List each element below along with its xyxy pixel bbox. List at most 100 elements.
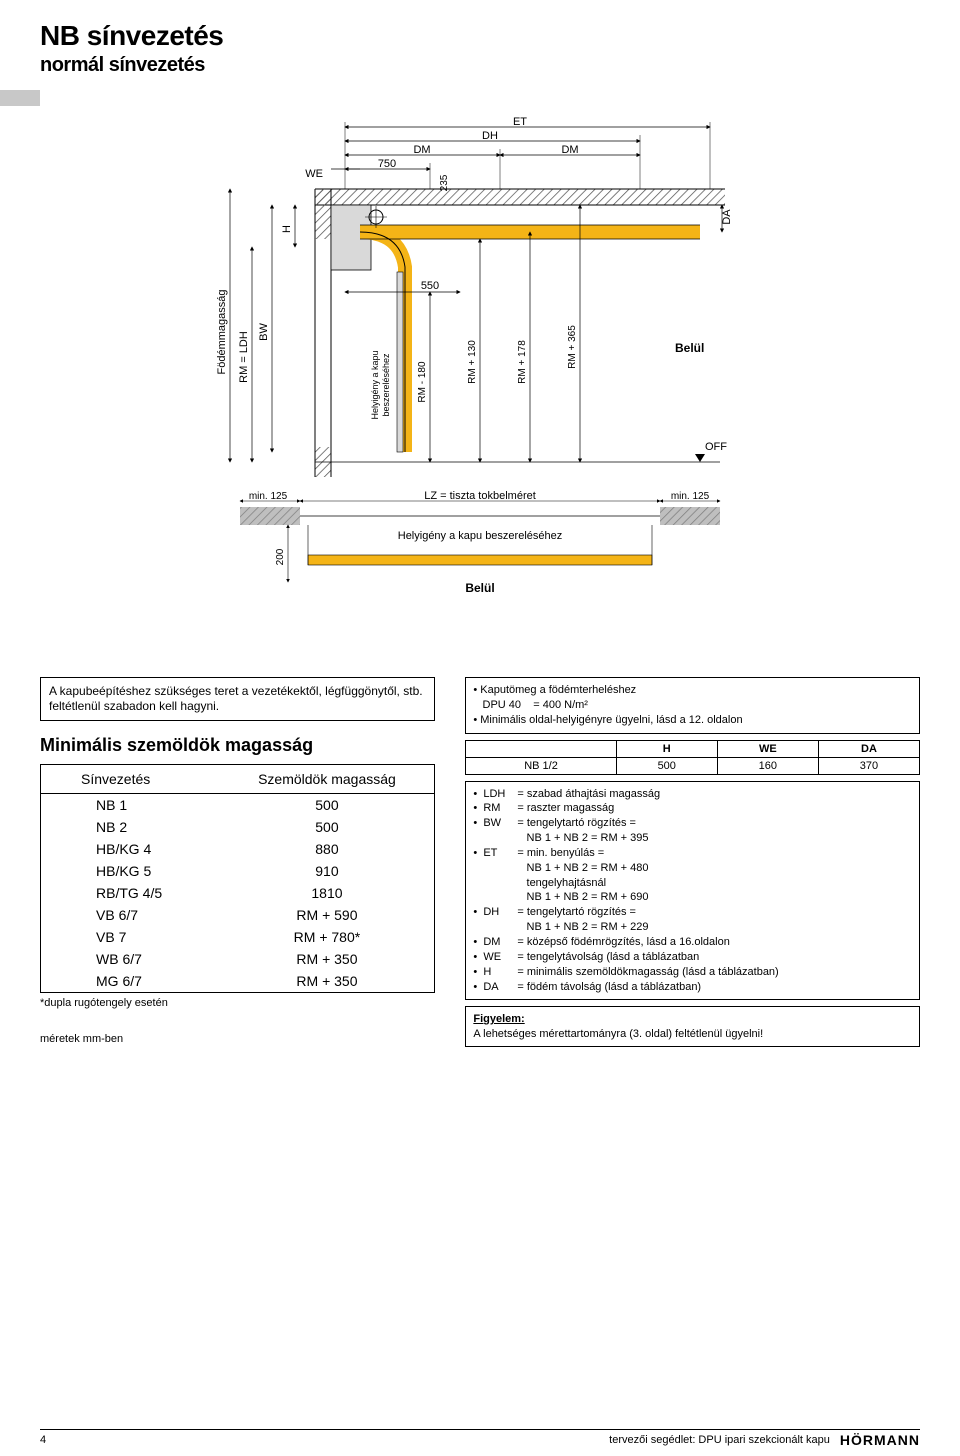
- label-h: H: [281, 225, 293, 233]
- label-we: WE: [305, 168, 323, 180]
- label-200: 200: [275, 548, 286, 565]
- label-belul-plan: Belül: [465, 581, 494, 595]
- table-row: MG 6/7RM + 350: [41, 970, 435, 993]
- defs-row: NB 1 + NB 2 = RM + 690: [473, 890, 912, 905]
- lintel-cell-val: RM + 590: [220, 904, 435, 926]
- table-row: HB/KG 4880: [41, 838, 435, 860]
- lintel-cell-val: RM + 780*: [220, 926, 435, 948]
- footer-page: 4: [40, 1434, 46, 1446]
- hwd-table: H WE DA NB 1/2 500 160 370: [465, 740, 920, 775]
- lintel-table: Sínvezetés Szemöldök magasság NB 1500NB …: [40, 764, 435, 993]
- lintel-cell-key: HB/KG 5: [41, 860, 220, 882]
- lintel-title: Minimális szemöldök magasság: [40, 735, 435, 756]
- table-row: WB 6/7RM + 350: [41, 948, 435, 970]
- label-helyigeny: Helyigény a kapu: [370, 350, 380, 419]
- defs-box: •LDH= szabad áthajtási magasság•RM= rasz…: [465, 781, 920, 1001]
- hwd-h3: DA: [818, 740, 919, 757]
- label-550: 550: [421, 280, 439, 292]
- lintel-cell-key: NB 2: [41, 816, 220, 838]
- table-row: NB 2500: [41, 816, 435, 838]
- label-helyigeny-plan: Helyigény a kapu beszereléséhez: [398, 530, 563, 542]
- load-box: • Kaputömeg a födémterheléshez DPU 40 = …: [465, 677, 920, 734]
- lintel-cell-key: VB 6/7: [41, 904, 220, 926]
- defs-row: •ET= min. benyúlás =: [473, 846, 912, 861]
- lintel-cell-key: MG 6/7: [41, 970, 220, 993]
- lintel-footnote: *dupla rugótengely esetén: [40, 997, 435, 1009]
- label-750: 750: [378, 158, 396, 170]
- defs-row: •LDH= szabad áthajtási magasság: [473, 787, 912, 802]
- label-dm2: DM: [561, 144, 578, 156]
- hwd-h2: WE: [717, 740, 818, 757]
- brand-text: HÖRMANN: [840, 1432, 920, 1448]
- label-235: 235: [439, 174, 450, 191]
- lintel-cell-key: VB 7: [41, 926, 220, 948]
- hwd-r3: 370: [818, 757, 919, 774]
- label-dm1: DM: [413, 144, 430, 156]
- label-off: OFF: [705, 441, 727, 453]
- lintel-cell-val: 1810: [220, 882, 435, 904]
- lintel-th-2: Szemöldök magasság: [220, 765, 435, 794]
- label-rm130: RM + 130: [467, 340, 478, 384]
- technical-diagram: OFF Belül ET DH DM DM 750 WE 235 DA: [200, 117, 760, 647]
- label-bw: BW: [258, 323, 270, 341]
- attention-title: Figyelem:: [473, 1013, 524, 1025]
- lintel-cell-val: 880: [220, 838, 435, 860]
- load-line3: • Minimális oldal-helyigényre ügyelni, l…: [473, 713, 912, 728]
- footer-center: tervezői segédlet: DPU ipari szekcionált…: [609, 1434, 830, 1446]
- label-fodemmagassag: Födémmagasság: [216, 290, 228, 375]
- defs-row: •WE= tengelytávolság (lásd a táblázatban: [473, 950, 912, 965]
- grey-margin-bar: [0, 90, 40, 106]
- page-title: NB sínvezetés: [40, 20, 920, 52]
- defs-row: •RM= raszter magasság: [473, 801, 912, 816]
- lintel-th-1: Sínvezetés: [41, 765, 220, 794]
- hwd-r0: NB 1/2: [466, 757, 616, 774]
- load-line1: • Kaputömeg a födémterheléshez: [473, 683, 912, 698]
- label-belul-top: Belül: [675, 341, 704, 355]
- label-rm365: RM + 365: [567, 325, 578, 369]
- defs-row: tengelyhajtásnál: [473, 876, 912, 891]
- table-row: VB 6/7RM + 590: [41, 904, 435, 926]
- label-rm180: RM - 180: [417, 361, 428, 403]
- load-line2: DPU 40 = 400 N/m²: [473, 698, 912, 713]
- defs-row: NB 1 + NB 2 = RM + 480: [473, 861, 912, 876]
- lintel-cell-val: RM + 350: [220, 970, 435, 993]
- page-footer: 4 tervezői segédlet: DPU ipari szekcioná…: [40, 1429, 920, 1448]
- lintel-cell-key: RB/TG 4/5: [41, 882, 220, 904]
- lintel-cell-val: 500: [220, 794, 435, 817]
- label-min125r: min. 125: [671, 491, 710, 502]
- footer-brand: HÖRMANN: [840, 1432, 920, 1448]
- defs-row: •BW= tengelytartó rögzítés =: [473, 816, 912, 831]
- label-et: ET: [513, 117, 527, 128]
- hwd-h0: [466, 740, 616, 757]
- lintel-cell-val: 910: [220, 860, 435, 882]
- lintel-cell-key: NB 1: [41, 794, 220, 817]
- label-lz: LZ = tiszta tokbelméret: [424, 490, 536, 502]
- units-note: méretek mm-ben: [40, 1033, 435, 1045]
- build-note-box: A kapubeépítéshez szükséges teret a veze…: [40, 677, 435, 721]
- lintel-cell-key: HB/KG 4: [41, 838, 220, 860]
- label-rmldh: RM = LDH: [238, 331, 250, 383]
- defs-row: NB 1 + NB 2 = RM + 395: [473, 831, 912, 846]
- hwd-r1: 500: [616, 757, 717, 774]
- label-dh: DH: [482, 130, 498, 142]
- table-row: NB 1500: [41, 794, 435, 817]
- hwd-h1: H: [616, 740, 717, 757]
- lintel-cell-val: 500: [220, 816, 435, 838]
- page-subtitle: normál sínvezetés: [40, 54, 920, 77]
- defs-row: •DH= tengelytartó rögzítés =: [473, 905, 912, 920]
- table-row: RB/TG 4/51810: [41, 882, 435, 904]
- label-helyigeny2: beszereléséhez: [381, 353, 391, 417]
- lintel-cell-val: RM + 350: [220, 948, 435, 970]
- lintel-cell-key: WB 6/7: [41, 948, 220, 970]
- defs-row: •DM= középső födémrögzítés, lásd a 16.ol…: [473, 935, 912, 950]
- attention-box: Figyelem: A lehetséges mérettartományra …: [465, 1006, 920, 1047]
- table-row: HB/KG 5910: [41, 860, 435, 882]
- attention-text: A lehetséges mérettartományra (3. oldal)…: [473, 1028, 763, 1040]
- defs-row: •DA= födém távolság (lásd a táblázatban): [473, 980, 912, 995]
- defs-row: •H= minimális szemöldökmagasság (lásd a …: [473, 965, 912, 980]
- table-row: VB 7RM + 780*: [41, 926, 435, 948]
- label-rm178: RM + 178: [517, 340, 528, 384]
- defs-row: NB 1 + NB 2 = RM + 229: [473, 920, 912, 935]
- label-min125l: min. 125: [249, 491, 288, 502]
- hwd-r2: 160: [717, 757, 818, 774]
